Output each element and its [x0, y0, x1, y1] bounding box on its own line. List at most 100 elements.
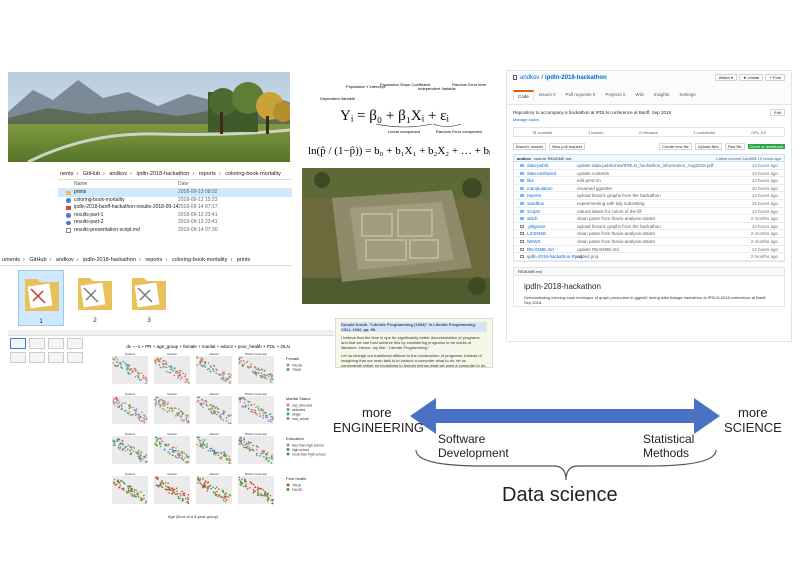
file-name[interactable]: LICENSE — [527, 231, 547, 237]
clone-download-button[interactable]: Clone or download — [747, 143, 785, 149]
file-name[interactable]: .gitignore — [527, 223, 546, 229]
file-name[interactable]: NEWS — [527, 238, 541, 244]
file-name[interactable]: data-public — [527, 163, 550, 168]
file-commit-message[interactable]: update data-public/raw/IPDLN_hackathon_i… — [577, 163, 714, 168]
repo-owner[interactable]: andkov — [520, 74, 540, 81]
file-name[interactable]: scripts — [527, 208, 541, 214]
new-pull-request-button[interactable]: New pull request — [549, 142, 585, 150]
breadcrumb-item[interactable]: coloring-book-mortality — [171, 257, 228, 263]
file-commit-message[interactable]: clean paste from thavis-analysis-starter — [577, 231, 656, 237]
tab-insights[interactable]: Insights — [653, 92, 670, 97]
file-name[interactable]: README.md — [527, 246, 554, 252]
breadcrumb-item[interactable]: ipdln-2018-hackathon — [136, 171, 190, 177]
stat-releases[interactable]: 0 releases — [639, 130, 658, 135]
chart-thumbnail[interactable] — [48, 338, 64, 349]
repo-file-row[interactable]: manipulation renamed ggsetter 10 hours ago — [514, 185, 784, 193]
upload-files-button[interactable]: Upload files — [694, 142, 722, 150]
watch-button[interactable]: Watch ▾ — [714, 74, 737, 81]
repo-file-row[interactable]: .gitignore upload historic graphs from th… — [514, 223, 784, 231]
file-commit-message[interactable]: upload historic graphs from the hackatho… — [577, 223, 661, 229]
file-commit-message[interactable]: update contents — [577, 170, 610, 176]
stat-commits[interactable]: 78 commits — [531, 130, 553, 135]
stat-license[interactable]: GPL-3.0 — [751, 130, 767, 135]
repo-file-row[interactable]: ipdln-2018-hackathon.Rproj added proj 2 mo… — [514, 253, 784, 261]
find-file-button[interactable]: Find file — [724, 142, 745, 150]
file-row[interactable]: coloring-book-mortality 2018-09-12 15:23 — [58, 197, 292, 205]
create-file-button[interactable]: Create new file — [659, 142, 692, 150]
commit-author[interactable]: andkov — [517, 156, 532, 161]
file-commit-message[interactable]: upload historic graphs from the hackatho… — [577, 193, 661, 199]
commit-message[interactable]: cosmic README.md — [534, 156, 572, 161]
file-row[interactable]: results-part-1 2018-09-13 23:41 — [58, 212, 292, 220]
repo-name[interactable]: ipdln-2018-hackathon — [545, 74, 607, 81]
folder-tile[interactable]: 1 — [18, 270, 64, 326]
stat-branches[interactable]: 1 branch — [587, 130, 604, 135]
file-name[interactable]: data-unshared — [527, 170, 557, 176]
breadcrumb-item[interactable]: ipdln-2018-hackathon — [83, 257, 136, 263]
file-row[interactable]: results-presentation-script.md 2018-09-1… — [58, 227, 292, 235]
file-commit-message[interactable]: experimenting with tidy subsetting — [577, 200, 645, 206]
repo-file-row[interactable]: data-unshared update contents 13 hours ago — [514, 170, 784, 178]
breadcrumb-item[interactable]: coloring-book-mortality — [225, 171, 281, 177]
repo-file-row[interactable]: libs edit print.rm 13 hours ago — [514, 177, 784, 185]
chart-thumbnail[interactable] — [29, 352, 45, 363]
chart-thumbnail[interactable] — [10, 338, 26, 349]
file-row[interactable]: results-part-2 2018-09-13 23:41 — [58, 219, 292, 227]
file-commit-message[interactable]: clean paste from thavis-analysis-starter — [577, 216, 656, 222]
chart-thumbnail[interactable] — [10, 352, 26, 363]
repo-file-row[interactable]: LICENSE clean paste from thavis-analysis-… — [514, 230, 784, 238]
file-commit-message[interactable]: added proj — [577, 254, 599, 260]
folder-tile[interactable]: 3 — [126, 270, 172, 326]
chart-thumbnail[interactable] — [67, 352, 83, 363]
file-name[interactable]: manipulation — [527, 185, 553, 191]
readme-tab[interactable]: README.md — [514, 267, 784, 276]
file-name[interactable]: ipdln-2018-hackathon.Rproj — [527, 254, 583, 260]
repo-file-row[interactable]: NEWS clean paste from thavis-analysis-sta… — [514, 238, 784, 246]
fork-button[interactable]: ⑂ Fork — [765, 74, 785, 81]
tab-wiki[interactable]: Wiki — [635, 92, 644, 97]
file-commit-message[interactable]: natural labels for colors of the fill — [577, 208, 642, 214]
tab-pull-requests[interactable]: Pull requests 0 — [565, 92, 596, 97]
file-commit-message[interactable]: edit print.rm — [577, 178, 601, 184]
breadcrumb-item[interactable]: GitHub — [29, 257, 47, 263]
column-header-date[interactable]: Date — [178, 181, 189, 187]
file-row[interactable]: prints 2018-09-13 08:02 — [58, 189, 292, 197]
chart-thumbnail[interactable] — [29, 338, 45, 349]
file-commit-message[interactable]: update README.md — [577, 246, 619, 252]
stat-contributors[interactable]: 1 contributor — [693, 130, 716, 135]
tab-settings[interactable]: Settings — [679, 92, 696, 97]
scatter-point — [222, 379, 225, 382]
breadcrumb-item[interactable]: reports — [198, 171, 216, 177]
repo-file-row[interactable]: sandbox experimenting with tidy subsettin… — [514, 200, 784, 208]
tab-projects[interactable]: Projects 0 — [605, 92, 626, 97]
edit-button[interactable]: Edit — [770, 109, 785, 116]
manage-topics-link[interactable]: Manage topics — [513, 117, 540, 122]
file-name[interactable]: stitch — [527, 216, 538, 222]
tab-issues[interactable]: Issues 0 — [538, 92, 556, 97]
breadcrumb-item[interactable]: GitHub — [82, 171, 100, 177]
repo-file-row[interactable]: README.md update README.md 12 hours ago — [514, 246, 784, 254]
chart-thumbnail[interactable] — [48, 352, 64, 363]
repo-file-row[interactable]: reports upload historic graphs from the h… — [514, 192, 784, 200]
folder-tile[interactable]: 2 — [72, 270, 118, 326]
star-button[interactable]: ★ Unstar — [739, 74, 764, 81]
file-name[interactable]: reports — [527, 193, 542, 199]
repo-file-row[interactable]: stitch clean paste from thavis-analysis-s… — [514, 215, 784, 223]
breadcrumb-item[interactable]: andkov — [109, 171, 128, 177]
breadcrumb-item[interactable]: uments — [2, 257, 21, 263]
file-commit-message[interactable]: clean paste from thavis-analysis-starter — [577, 238, 656, 244]
repo-file-row[interactable]: data-public update data-public/raw/IPDLN_… — [514, 162, 784, 170]
file-commit-message[interactable]: renamed ggsetter — [577, 185, 613, 191]
file-name[interactable]: libs — [527, 178, 534, 184]
breadcrumb-item[interactable]: prints — [236, 257, 251, 263]
column-header-name[interactable]: Name — [74, 181, 88, 187]
breadcrumb-item[interactable]: nents — [60, 171, 74, 177]
tab-code[interactable]: Code — [513, 90, 534, 101]
file-row[interactable]: ipdln-2018-banff-hackathon-results-2018-… — [58, 204, 292, 212]
breadcrumb-item[interactable]: reports — [145, 257, 163, 263]
breadcrumb-item[interactable]: andkov — [55, 257, 74, 263]
file-name[interactable]: sandbox — [527, 200, 545, 206]
branch-select[interactable]: Branch: master — [513, 142, 547, 150]
chart-thumbnail[interactable] — [67, 338, 83, 349]
repo-file-row[interactable]: scripts natural labels for colors of the … — [514, 208, 784, 216]
